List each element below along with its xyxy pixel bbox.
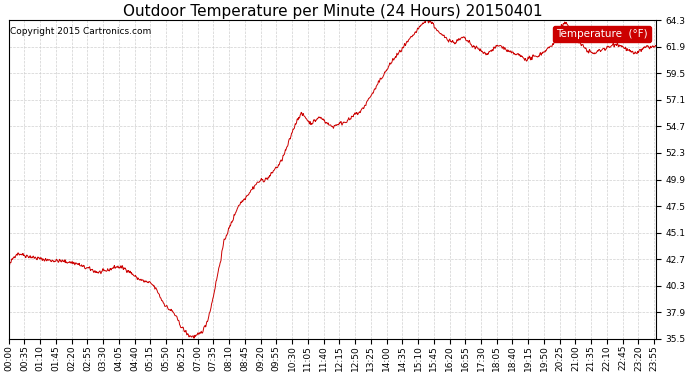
Legend: Temperature  (°F): Temperature (°F) — [553, 26, 651, 42]
Title: Outdoor Temperature per Minute (24 Hours) 20150401: Outdoor Temperature per Minute (24 Hours… — [123, 4, 542, 19]
Text: Copyright 2015 Cartronics.com: Copyright 2015 Cartronics.com — [10, 27, 151, 36]
